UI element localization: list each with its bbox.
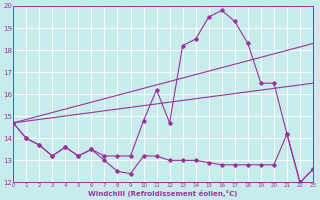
- X-axis label: Windchill (Refroidissement éolien,°C): Windchill (Refroidissement éolien,°C): [88, 190, 238, 197]
